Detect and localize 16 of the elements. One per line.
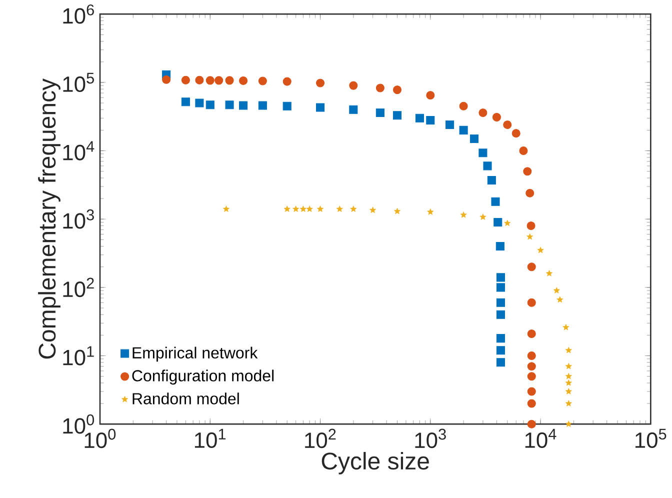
y-tick-label: 10$^{1}$	[63, 346, 94, 366]
y-tick-label: 10$^{4}$	[63, 141, 94, 160]
y-tick-label: 10$^{5}$	[63, 72, 94, 92]
x-tick-label: 10$^{5}$	[635, 428, 666, 448]
legend-label: Configuration model	[132, 370, 274, 385]
y-tick-label: 10$^{2}$	[63, 278, 94, 298]
x-tick-label: 10$^{4}$	[525, 428, 556, 448]
y-axis-title: Complementary frequency	[38, 78, 60, 359]
x-tick-label: 10$^{1}$	[194, 428, 226, 448]
y-tick-label: 10$^{6}$	[63, 4, 94, 24]
x-axis-title: Cycle size	[322, 452, 429, 474]
legend-label: Random model	[132, 392, 239, 404]
legend-label: Empirical network	[132, 346, 258, 362]
y-tick-label: 10$^{3}$	[63, 209, 94, 229]
x-tick-label: 10$^{3}$	[415, 428, 446, 448]
x-tick-label: 10$^{2}$	[305, 428, 336, 448]
